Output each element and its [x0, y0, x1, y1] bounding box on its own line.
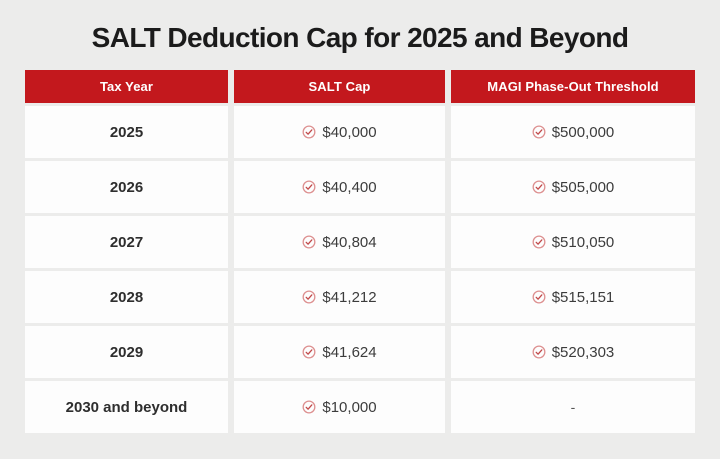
salt-cap-value: $40,804 [322, 233, 377, 251]
column-header-tax-year: Tax Year [25, 70, 228, 103]
magi-threshold-cell: - [451, 381, 695, 433]
salt-cap-value: $41,212 [322, 288, 377, 306]
magi-threshold-cell: $505,000 [451, 161, 695, 213]
salt-cap-value: $40,400 [322, 178, 377, 196]
magi-threshold-value: $500,000 [551, 123, 615, 141]
check-circle-icon [302, 180, 316, 194]
check-circle-icon [532, 290, 546, 304]
page-title: SALT Deduction Cap for 2025 and Beyond [91, 22, 629, 53]
tax-year-cell: 2029 [25, 326, 228, 378]
tax-year-cell: 2026 [25, 161, 228, 213]
salt-cap-value: $41,624 [322, 343, 377, 361]
check-circle-icon [302, 290, 316, 304]
check-circle-icon [532, 125, 546, 139]
salt-cap-cell: $40,804 [234, 216, 445, 268]
column-header-salt-cap: SALT Cap [234, 70, 445, 103]
tax-year-cell: 2025 [25, 106, 228, 158]
salt-cap-cell: $41,624 [234, 326, 445, 378]
check-circle-icon [532, 235, 546, 249]
check-circle-icon [302, 125, 316, 139]
check-circle-icon [302, 235, 316, 249]
check-circle-icon [532, 180, 546, 194]
magi-threshold-cell: $515,151 [451, 271, 695, 323]
magi-threshold-value: $520,303 [551, 343, 615, 361]
salt-cap-value: $40,000 [322, 123, 377, 141]
tax-year-cell: 2030 and beyond [25, 381, 228, 433]
magi-threshold-value: - [570, 399, 576, 415]
check-circle-icon [302, 345, 316, 359]
magi-threshold-value: $515,151 [551, 288, 615, 306]
salt-cap-cell: $40,000 [234, 106, 445, 158]
tax-year-cell: 2028 [25, 271, 228, 323]
salt-cap-cell: $40,400 [234, 161, 445, 213]
salt-cap-value: $10,000 [322, 398, 377, 416]
magi-threshold-value: $510,050 [551, 233, 615, 251]
tax-year-cell: 2027 [25, 216, 228, 268]
magi-threshold-cell: $510,050 [451, 216, 695, 268]
check-circle-icon [302, 400, 316, 414]
salt-cap-cell: $41,212 [234, 271, 445, 323]
check-circle-icon [532, 345, 546, 359]
column-header-magi-threshold: MAGI Phase-Out Threshold [451, 70, 695, 103]
magi-threshold-cell: $500,000 [451, 106, 695, 158]
magi-threshold-value: $505,000 [551, 178, 615, 196]
salt-deduction-table: Tax Year SALT Cap MAGI Phase-Out Thresho… [25, 70, 695, 433]
salt-cap-cell: $10,000 [234, 381, 445, 433]
magi-threshold-cell: $520,303 [451, 326, 695, 378]
